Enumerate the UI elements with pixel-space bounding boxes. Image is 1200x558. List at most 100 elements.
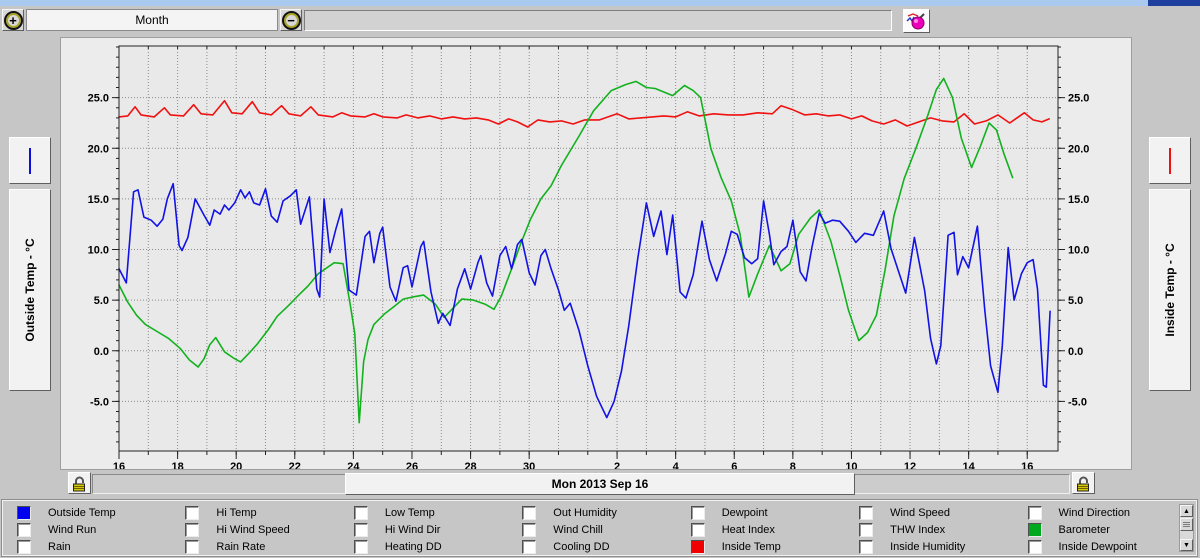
legend-label: Cooling DD <box>553 540 610 553</box>
legend-item: Inside Humidity <box>859 538 1027 555</box>
legend-label: Heat Index <box>721 523 775 536</box>
x-tick-label: 20 <box>230 461 242 469</box>
legend-column: Wind Speed THW Index Inside Humidity <box>859 504 1027 555</box>
padlock-open-icon <box>73 476 85 491</box>
y-tick-label-left: 20.0 <box>88 143 109 155</box>
legend-column: Low Temp Hi Wind Dir Heating DD <box>353 504 522 555</box>
legend-checkbox-rain[interactable] <box>17 539 31 554</box>
x-tick-label: 26 <box>406 461 418 469</box>
toolbar: + Month − <box>0 6 1200 37</box>
outside-temp-axis-title: Outside Temp - °C <box>23 238 37 342</box>
legend-checkbox-inside-dewpoint[interactable] <box>1027 539 1042 554</box>
lock-right-button[interactable] <box>1072 472 1095 494</box>
legend-item: Dewpoint <box>690 504 859 521</box>
x-tick-label: 28 <box>464 461 476 469</box>
legend-label: Low Temp <box>384 506 435 519</box>
title-strip-end <box>1148 0 1200 6</box>
x-tick-label: 16 <box>113 461 125 469</box>
outside-temp-key-button[interactable] <box>9 137 51 184</box>
legend-checkbox-barometer[interactable] <box>1027 522 1042 537</box>
timespan-button[interactable]: Month <box>26 9 278 31</box>
date-range-label: Mon 2013 Sep 16 <box>551 477 649 491</box>
legend-label: Rain <box>48 540 71 553</box>
legend-checkbox-hi-temp[interactable] <box>185 505 200 520</box>
chart-panel: 16 18 20 22 24 26 28 30 2 4 6 8 10 12 14 16 -5.0 -5.0 0.0 0… <box>60 37 1132 473</box>
y-tick-label-right: -5.0 <box>1068 396 1087 408</box>
x-tick-label: 4 <box>673 461 680 469</box>
legend-checkbox-rain-rate[interactable] <box>185 539 200 554</box>
zoom-out-button[interactable]: − <box>280 9 302 31</box>
legend-item: Rain <box>17 538 185 555</box>
y-tick-label-left: 25.0 <box>88 93 109 105</box>
legend-checkbox-inside-humidity[interactable] <box>859 539 874 554</box>
legend-item: Heating DD <box>353 538 522 555</box>
zoom-in-button[interactable]: + <box>2 9 24 31</box>
legend-checkbox-out-humidity[interactable] <box>522 505 537 520</box>
y-tick-label-right: 20.0 <box>1068 143 1089 155</box>
x-tick-label: 12 <box>904 461 916 469</box>
y-tick-label-right: 10.0 <box>1068 245 1089 257</box>
legend-checkbox-hi-wind-speed[interactable] <box>185 522 200 537</box>
x-tick-label: 16 <box>1021 461 1033 469</box>
inside-temp-axis-panel[interactable]: Inside Temp - °C <box>1149 189 1191 391</box>
x-tick-label: 2 <box>614 461 620 469</box>
minus-icon: − <box>281 10 301 30</box>
legend-label: Barometer <box>1058 523 1110 536</box>
legend-item: THW Index <box>859 521 1027 538</box>
legend-checkbox-wind-speed[interactable] <box>859 505 874 520</box>
y-tick-label-right: 5.0 <box>1068 295 1083 307</box>
inside-temp-axis-title: Inside Temp - °C <box>1163 243 1177 337</box>
legend-checkbox-low-temp[interactable] <box>353 505 368 520</box>
lock-left-button[interactable] <box>68 472 91 494</box>
legend-column: Hi Temp Hi Wind Speed Rain Rate <box>185 504 353 555</box>
legend-checkbox-cooling-dd[interactable] <box>522 539 537 554</box>
x-tick-label: 10 <box>845 461 857 469</box>
padlock-open-icon <box>1077 476 1089 491</box>
legend-item: Low Temp <box>353 504 522 521</box>
x-tick-label: 6 <box>731 461 737 469</box>
legend-label: Dewpoint <box>721 506 768 519</box>
legend-item: Wind Speed <box>859 504 1027 521</box>
legend-item: Heat Index <box>690 521 859 538</box>
legend-checkbox-hi-wind-dir[interactable] <box>353 522 368 537</box>
legend-checkbox-wind-direction[interactable] <box>1027 505 1042 520</box>
chart-pin-icon <box>906 13 925 30</box>
series-barometer <box>118 77 1014 424</box>
x-tick-label: 8 <box>790 461 796 469</box>
legend-checkbox-outside-temp[interactable] <box>17 505 31 520</box>
toolbar-scrollbar-trough[interactable] <box>304 10 892 31</box>
plus-icon: + <box>3 10 23 30</box>
chart-style-button[interactable] <box>903 9 930 33</box>
legend-label: Inside Temp <box>721 540 781 553</box>
timespan-label: Month <box>135 13 169 27</box>
legend-label: Wind Chill <box>553 523 603 536</box>
legend-scroll-thumb[interactable] <box>1180 518 1193 531</box>
legend-item: Wind Direction <box>1027 504 1196 521</box>
outside-temp-axis-panel[interactable]: Outside Temp - °C <box>9 189 51 391</box>
legend-item: Rain Rate <box>185 538 353 555</box>
legend-scrollbar: ▲ ▼ <box>1179 504 1194 552</box>
title-strip <box>0 0 1200 6</box>
legend-item: Barometer <box>1027 521 1196 538</box>
legend-checkbox-heating-dd[interactable] <box>353 539 368 554</box>
legend-checkbox-thw-index[interactable] <box>859 522 874 537</box>
legend-column: Out Humidity Wind Chill Cooling DD <box>522 504 690 555</box>
legend-column: Dewpoint Heat Index Inside Temp <box>690 504 859 555</box>
x-tick-label: 22 <box>289 461 301 469</box>
date-range-thumb[interactable]: Mon 2013 Sep 16 <box>345 473 855 495</box>
legend-checkbox-wind-chill[interactable] <box>522 522 537 537</box>
legend-scroll-down-button[interactable]: ▼ <box>1180 539 1193 551</box>
legend-label: Wind Direction <box>1058 506 1131 519</box>
legend-checkbox-inside-temp[interactable] <box>690 539 705 554</box>
chart-svg[interactable]: 16 18 20 22 24 26 28 30 2 4 6 8 10 12 14 16-5.0 -5.00.0 0… <box>61 38 1131 473</box>
legend-checkbox-heat-index[interactable] <box>690 522 705 537</box>
legend-scroll-up-button[interactable]: ▲ <box>1180 505 1193 517</box>
legend-checkbox-wind-run[interactable] <box>17 522 31 537</box>
legend-label: Outside Temp <box>48 506 116 519</box>
legend-item: Wind Run <box>17 521 185 538</box>
legend-item: Hi Temp <box>185 504 353 521</box>
legend-checkbox-dewpoint[interactable] <box>690 505 705 520</box>
inside-temp-key-button[interactable] <box>1149 137 1191 184</box>
legend-label: Inside Humidity <box>890 540 966 553</box>
